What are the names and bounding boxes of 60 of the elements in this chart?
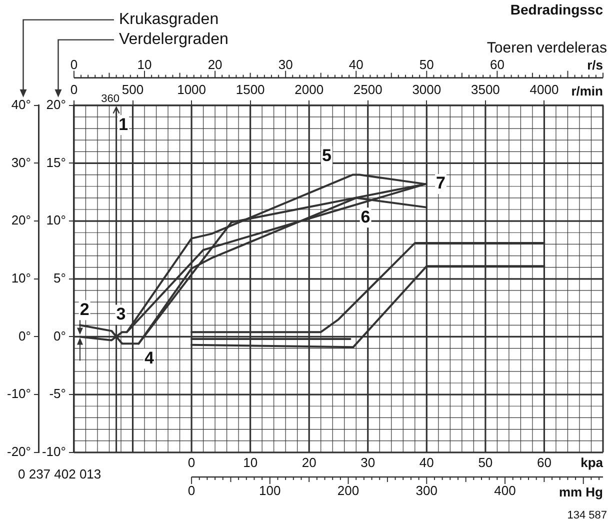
text: 200 (337, 483, 360, 498)
x2-tick-label: 3000 (412, 82, 442, 98)
x-tick-label: 30 (360, 454, 376, 470)
x2-tick-label: 4000 (530, 82, 559, 98)
y-tick-label: 0° (54, 328, 66, 344)
x-tick-label: 10 (243, 454, 258, 470)
text: r/s (587, 57, 603, 72)
x2-tick-label: 2500 (353, 82, 382, 98)
x-tick-label: 50 (478, 454, 493, 470)
x2-tick-label: 2000 (294, 82, 324, 98)
y-axis-title: Verdelergraden (118, 31, 228, 48)
y2-tick-label: -20° (6, 444, 31, 459)
x-tick-label: 60 (536, 454, 552, 470)
x2-tick-label: 0 (70, 82, 78, 98)
annotation: 7 (436, 174, 446, 193)
annotation: 6 (360, 207, 370, 226)
text: 40 (348, 56, 364, 72)
text: 0 (70, 56, 78, 72)
y2-tick-label: 30° (11, 154, 31, 170)
x-tick-label: 0 (188, 454, 196, 470)
y2-tick-label: -10° (6, 386, 31, 402)
x-tick-label: 20 (302, 454, 316, 470)
x2-axis-title: r/min (571, 83, 604, 98)
y-tick-label: 10° (46, 212, 66, 228)
text: 20 (208, 56, 222, 72)
text: 50 (419, 56, 434, 72)
y-tick-label: 20° (46, 96, 66, 112)
y2-tick-label: 10° (11, 270, 31, 286)
y-tick-label: 5° (54, 270, 66, 286)
y2-tick-label: 20° (11, 212, 31, 228)
text: Toeren verdeleras (486, 39, 607, 56)
text: 134 587 (567, 510, 607, 522)
x2-tick-label: 1500 (236, 82, 265, 98)
annotation: 3 (116, 304, 126, 324)
text: 10 (137, 56, 152, 72)
x-axis-title: kpa (580, 454, 604, 470)
y-tick-label: -10° (42, 444, 66, 459)
text: 30 (278, 56, 293, 72)
x2-tick-label: 1000 (177, 82, 206, 98)
y2-tick-label: 0° (18, 328, 31, 344)
text: 60 (490, 56, 504, 72)
chart-title: Bedradingssc (510, 1, 604, 18)
text: 0 (188, 483, 196, 498)
y2-tick-label: 40° (11, 96, 31, 112)
ref-line-label: 360 (101, 92, 120, 105)
text: 300 (416, 483, 438, 498)
text: 400 (494, 483, 516, 498)
x2-tick-label: 500 (122, 82, 144, 98)
annotation: 1 (118, 114, 128, 134)
y-tick-label: -5° (49, 386, 66, 402)
text: 0 237 402 013 (18, 466, 102, 482)
annotation: 4 (144, 348, 154, 368)
annotation: 5 (322, 146, 332, 165)
text: 100 (259, 483, 281, 498)
annotation: 2 (80, 300, 90, 319)
text: Krukasgraden (118, 11, 219, 28)
text: mm Hg (558, 484, 604, 500)
x-tick-label: 40 (419, 454, 434, 470)
y-tick-label: 15° (46, 154, 66, 170)
x2-tick-label: 3500 (470, 82, 500, 98)
